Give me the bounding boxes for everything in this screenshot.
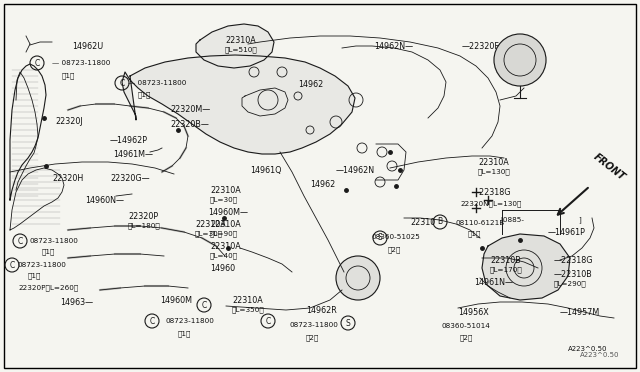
Text: 14960: 14960 <box>210 264 235 273</box>
Text: 14962U: 14962U <box>72 42 103 51</box>
Text: 22320P（L=260）: 22320P（L=260） <box>18 284 78 291</box>
Text: （1）: （1） <box>468 230 481 237</box>
Text: （1）: （1） <box>28 272 42 279</box>
Text: —22318G: —22318G <box>554 256 593 265</box>
Text: 08360-51025: 08360-51025 <box>372 234 421 240</box>
Text: 14960M: 14960M <box>160 296 192 305</box>
Text: —14962P: —14962P <box>110 136 148 145</box>
Text: C: C <box>149 317 155 326</box>
Text: 22310B: 22310B <box>490 256 521 265</box>
Text: （L=30）: （L=30） <box>195 230 223 237</box>
Text: 14961Q: 14961Q <box>250 166 282 175</box>
Text: （2）: （2） <box>388 246 401 253</box>
Text: 14956X: 14956X <box>458 308 489 317</box>
Text: （2）: （2） <box>460 334 474 341</box>
Text: （L=290）: （L=290） <box>554 280 587 286</box>
Text: 08723-11800: 08723-11800 <box>290 322 339 328</box>
Text: 14962: 14962 <box>310 180 335 189</box>
Text: —22310B: —22310B <box>554 270 593 279</box>
Text: （L=170）: （L=170） <box>490 266 523 273</box>
Text: （1）: （1） <box>178 330 191 337</box>
Text: （1）: （1） <box>42 248 56 254</box>
Text: 14963—: 14963— <box>60 298 93 307</box>
Text: 14960M—: 14960M— <box>208 208 248 217</box>
Polygon shape <box>482 234 570 300</box>
Text: 22320B—: 22320B— <box>170 120 209 129</box>
Text: C: C <box>10 260 15 269</box>
Text: （1）: （1） <box>62 72 76 78</box>
Text: S: S <box>346 318 350 327</box>
Text: 22320M—: 22320M— <box>170 105 211 114</box>
Text: 22320N（L=130）: 22320N（L=130） <box>460 200 522 206</box>
Text: 22320P: 22320P <box>128 212 158 221</box>
Circle shape <box>336 256 380 300</box>
Text: A223^0.50: A223^0.50 <box>568 346 607 352</box>
Text: （2）: （2） <box>306 334 319 341</box>
Text: C: C <box>202 301 207 310</box>
Text: C: C <box>120 78 125 87</box>
Text: 22320H: 22320H <box>52 174 83 183</box>
Text: 14960N—: 14960N— <box>85 196 124 205</box>
Text: —14962N: —14962N <box>336 166 375 175</box>
Text: （L=180）: （L=180） <box>128 222 161 229</box>
Text: 14962: 14962 <box>298 80 323 89</box>
Text: B: B <box>437 218 443 227</box>
Text: （1）: （1） <box>138 91 152 97</box>
Text: （L=130）: （L=130） <box>478 168 511 174</box>
Text: FRONT: FRONT <box>592 151 627 182</box>
Text: C: C <box>266 317 271 326</box>
Text: 14961N—: 14961N— <box>474 278 513 287</box>
Text: 22310A: 22310A <box>225 36 256 45</box>
Text: 22310A: 22310A <box>210 242 241 251</box>
Text: （L=510）: （L=510） <box>225 46 258 52</box>
Text: （L=40）: （L=40） <box>210 252 238 259</box>
Text: ]: ] <box>578 216 580 223</box>
Text: （L=350）: （L=350） <box>232 306 265 312</box>
Text: —22320F: —22320F <box>462 42 500 51</box>
Text: 14962N—: 14962N— <box>374 42 413 51</box>
Text: [0885-: [0885- <box>500 216 524 223</box>
Polygon shape <box>196 24 274 68</box>
Text: 08110-6121B: 08110-6121B <box>455 220 504 226</box>
Polygon shape <box>122 55 355 154</box>
Text: 22310A: 22310A <box>210 186 241 195</box>
Text: 22310A: 22310A <box>478 158 509 167</box>
Text: 22310A: 22310A <box>195 220 226 229</box>
Text: 22310: 22310 <box>410 218 435 227</box>
Circle shape <box>494 34 546 86</box>
Text: 22320J: 22320J <box>55 117 83 126</box>
Text: S: S <box>378 234 382 243</box>
Text: 08723-11800: 08723-11800 <box>165 318 214 324</box>
Text: 22310A: 22310A <box>232 296 263 305</box>
Text: —14957M: —14957M <box>560 308 600 317</box>
Text: C: C <box>17 237 22 246</box>
Text: C: C <box>35 58 40 67</box>
Text: 08723-11800: 08723-11800 <box>30 238 79 244</box>
Text: （L=30）: （L=30） <box>210 196 238 203</box>
Text: 14961M—: 14961M— <box>113 150 153 159</box>
Text: 22310A: 22310A <box>210 220 241 229</box>
Text: — 08723-11800: — 08723-11800 <box>128 80 186 86</box>
Text: 08360-51014: 08360-51014 <box>442 323 491 329</box>
Text: — 08723-11800: — 08723-11800 <box>52 60 110 66</box>
Text: A223^0.50: A223^0.50 <box>580 352 620 358</box>
Text: 22320G—: 22320G— <box>110 174 150 183</box>
Text: —22318G: —22318G <box>472 188 511 197</box>
Text: 14962R: 14962R <box>306 306 337 315</box>
Text: —14961P: —14961P <box>548 228 586 237</box>
Text: （L=90）: （L=90） <box>210 230 238 237</box>
Text: 08723-11800: 08723-11800 <box>18 262 67 268</box>
